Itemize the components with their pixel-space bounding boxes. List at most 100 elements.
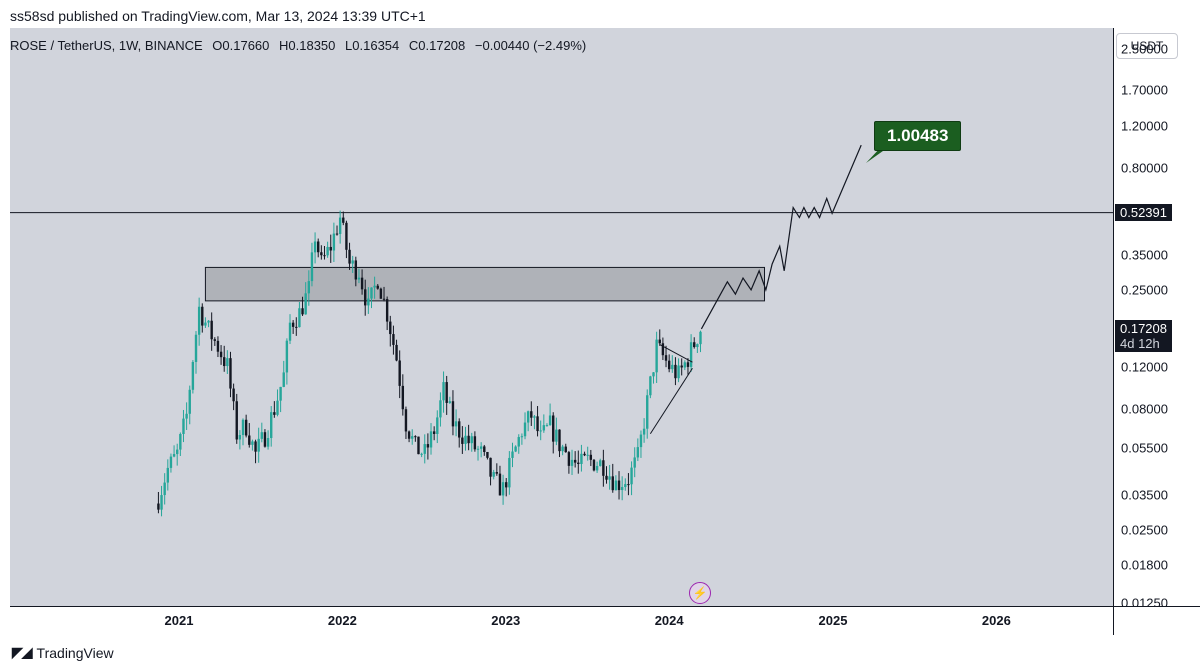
- target-callout[interactable]: 1.00483: [874, 121, 962, 151]
- candle-body: [429, 431, 433, 448]
- candle: [458, 418, 461, 448]
- candle-body: [310, 252, 314, 282]
- last-price-value: 0.17208: [1120, 320, 1167, 336]
- candle: [677, 358, 680, 383]
- candle-body: [448, 401, 452, 403]
- candle: [364, 279, 367, 316]
- candle-body: [270, 412, 273, 439]
- axis-corner: [1113, 606, 1200, 635]
- candle: [176, 443, 179, 466]
- candle: [226, 350, 229, 374]
- candle-body: [279, 386, 282, 401]
- footer-brand[interactable]: ◤◢ TradingView: [12, 644, 114, 661]
- candle: [464, 426, 467, 451]
- candle-body: [627, 484, 630, 486]
- candle: [505, 478, 508, 497]
- candle-body: [605, 475, 608, 480]
- candle: [157, 491, 160, 514]
- candle-body: [617, 480, 621, 491]
- ohlc-open: O0.17660: [212, 38, 270, 53]
- candle-body: [548, 415, 552, 426]
- candle-body: [552, 415, 555, 442]
- candle-body: [445, 382, 448, 403]
- candle-body: [426, 444, 430, 448]
- currency-button[interactable]: USDT: [1116, 33, 1178, 59]
- candle-body: [276, 400, 279, 415]
- price-tick-label: 0.35000: [1121, 247, 1168, 263]
- candle-body: [367, 298, 370, 306]
- supply-zone-layer: [10, 212, 1113, 302]
- candle-body: [570, 459, 574, 466]
- candle: [473, 431, 477, 452]
- candle: [646, 389, 649, 439]
- year-tick-label: 2023: [491, 613, 521, 628]
- candle-body: [693, 342, 696, 348]
- candle: [558, 429, 561, 458]
- candle-body: [401, 385, 405, 410]
- candle: [323, 246, 326, 260]
- candle: [307, 270, 311, 306]
- year-tick-label: 2024: [654, 613, 684, 628]
- candle: [279, 386, 282, 413]
- candle: [301, 296, 304, 316]
- candle-body: [671, 364, 674, 370]
- candle-body: [567, 452, 571, 466]
- candle: [197, 297, 201, 346]
- candle-body: [229, 358, 232, 389]
- candle: [580, 444, 583, 472]
- price-chart[interactable]: [10, 28, 1113, 606]
- candle: [351, 255, 354, 274]
- brand-label: TradingView: [36, 644, 114, 661]
- candle-body: [219, 351, 223, 358]
- candle: [401, 374, 405, 416]
- candle-body: [182, 418, 185, 434]
- candle-body: [595, 465, 599, 471]
- candle-body: [661, 343, 665, 356]
- candle: [320, 245, 323, 260]
- candle-body: [674, 364, 677, 379]
- ohlc-high: H0.18350: [279, 38, 336, 53]
- candle-body: [526, 411, 530, 423]
- candle-body: [244, 419, 248, 436]
- candle-body: [329, 246, 332, 251]
- symbol-name[interactable]: ROSE / TetherUS, 1W, BINANCE: [10, 38, 203, 53]
- candle-body: [558, 429, 561, 452]
- candle-body: [411, 436, 414, 439]
- candle: [398, 350, 401, 399]
- candle-body: [592, 459, 596, 471]
- candle: [310, 242, 314, 287]
- candle: [470, 432, 473, 452]
- candle: [552, 412, 555, 454]
- candle-body: [589, 454, 593, 460]
- candle: [376, 284, 379, 290]
- candle: [235, 393, 238, 444]
- candle: [273, 401, 276, 418]
- candle-body: [357, 277, 361, 280]
- candle-body: [163, 482, 166, 496]
- candle-body: [335, 233, 339, 235]
- symbol-legend: ROSE / TetherUS, 1W, BINANCE O0.17660 H0…: [10, 38, 592, 53]
- candle: [229, 351, 232, 398]
- candle-body: [417, 436, 420, 455]
- candle-body: [301, 308, 304, 315]
- candle: [564, 443, 567, 453]
- candle: [680, 358, 683, 376]
- candle: [373, 276, 376, 299]
- candle-body: [166, 467, 170, 483]
- candle-body: [602, 460, 605, 476]
- candle: [379, 287, 383, 299]
- candle: [389, 315, 392, 347]
- chart-pane[interactable]: [10, 28, 1113, 606]
- price-axis[interactable]: [1113, 28, 1200, 606]
- time-axis[interactable]: [10, 606, 1113, 635]
- candle-body: [630, 467, 633, 485]
- ohlc-close: C0.17208: [408, 38, 466, 53]
- candle-layer: [157, 210, 702, 517]
- candle-body: [505, 482, 508, 488]
- candle: [498, 465, 502, 496]
- candle-body: [176, 449, 179, 455]
- candle: [508, 451, 511, 495]
- candle: [169, 453, 173, 473]
- year-tick-label: 2025: [818, 613, 848, 628]
- lightning-event-icon[interactable]: ⚡: [689, 582, 711, 604]
